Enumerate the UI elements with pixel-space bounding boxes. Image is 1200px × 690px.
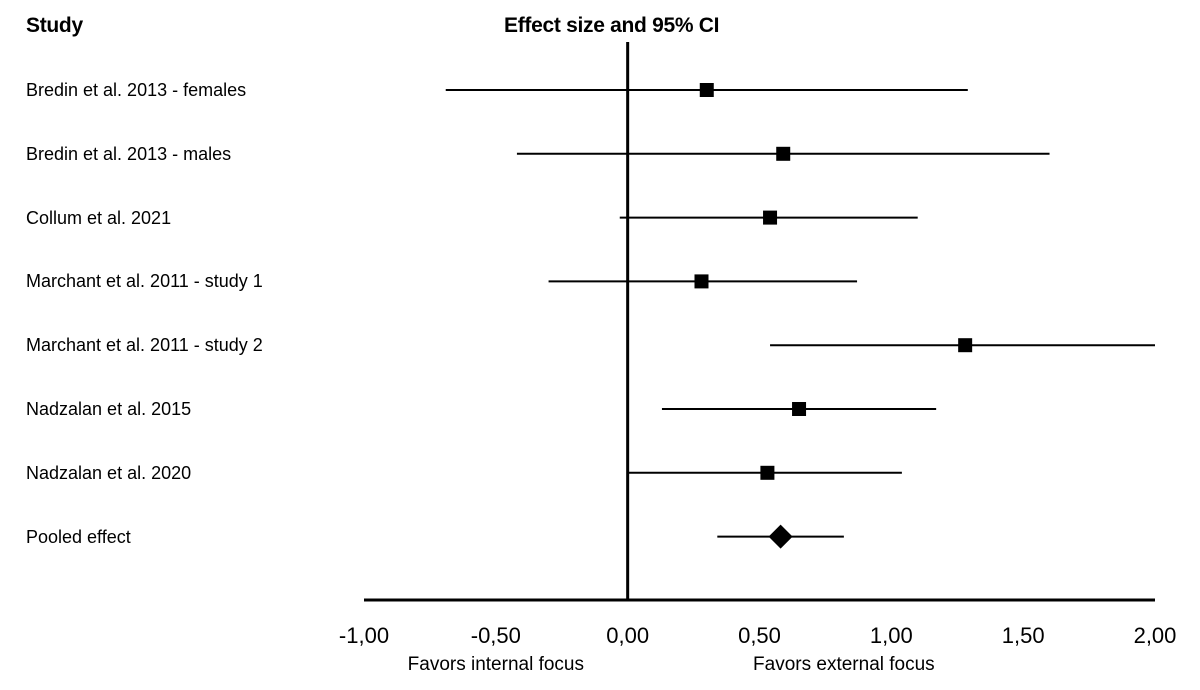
x-tick-label: -0,50 bbox=[471, 623, 521, 648]
study-label: Nadzalan et al. 2015 bbox=[26, 399, 192, 419]
chart-title: Effect size and 95% CI bbox=[504, 14, 720, 37]
study-label: Pooled effect bbox=[26, 526, 131, 547]
x-tick-label: 1,50 bbox=[1002, 623, 1045, 648]
study-label: Bredin et al. 2013 - males bbox=[26, 143, 232, 164]
favors-internal-label: Favors internal focus bbox=[408, 654, 584, 675]
study-label: Marchant et al. 2011 - study 1 bbox=[26, 271, 263, 292]
x-tick-label: 0,00 bbox=[606, 623, 649, 648]
study-label: Collum et al. 2021 bbox=[26, 207, 172, 228]
effect-size-marker bbox=[699, 83, 714, 97]
effect-size-marker bbox=[694, 274, 709, 289]
x-tick-label: -1,00 bbox=[339, 623, 389, 648]
effect-size-marker bbox=[958, 338, 973, 353]
x-tick-label: 1,00 bbox=[870, 623, 913, 648]
effect-size-marker bbox=[760, 465, 775, 480]
study-column-header: Study bbox=[26, 14, 83, 37]
pooled-effect-diamond bbox=[768, 524, 793, 549]
x-tick-label: 2,00 bbox=[1134, 623, 1177, 648]
x-tick-label: 0,50 bbox=[738, 623, 781, 648]
favors-external-label: Favors external focus bbox=[753, 654, 935, 675]
effect-size-marker bbox=[776, 146, 791, 161]
study-label: Bredin et al. 2013 - females bbox=[26, 80, 247, 100]
effect-size-marker bbox=[792, 402, 807, 416]
study-label: Marchant et al. 2011 - study 2 bbox=[26, 335, 263, 356]
study-label: Nadzalan et al. 2020 bbox=[26, 462, 192, 483]
effect-size-marker bbox=[763, 210, 778, 225]
